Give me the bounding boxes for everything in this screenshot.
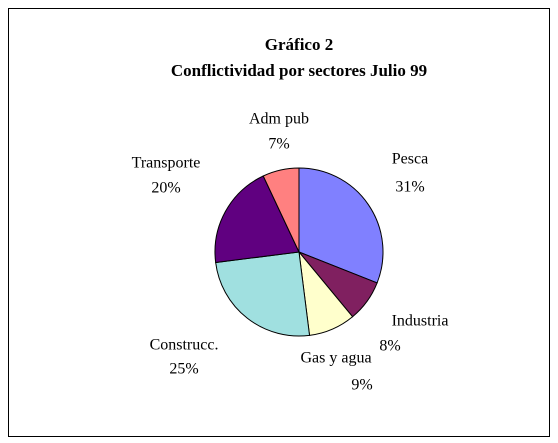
slice-label: Transporte	[132, 155, 201, 172]
slice-label: Adm pub	[249, 111, 309, 128]
pie-slice	[215, 251, 311, 337]
slice-label: Construcc.	[150, 337, 219, 354]
slice-value-label: 20%	[151, 180, 180, 197]
pie-slice	[298, 167, 384, 284]
slice-label: Industria	[392, 313, 449, 330]
chart-title: Gráfico 2	[265, 35, 333, 54]
pie-slice	[214, 175, 300, 264]
slice-value-label: 9%	[351, 377, 372, 394]
slice-value-label: 8%	[379, 338, 400, 355]
slice-label: Gas y agua	[300, 350, 371, 367]
slice-value-label: 25%	[169, 361, 198, 378]
chart-subtitle: Conflictividad por sectores Julio 99	[171, 61, 427, 80]
slice-label: Pesca	[392, 151, 428, 168]
pie-slice	[262, 167, 300, 253]
slice-value-label: 31%	[395, 179, 424, 196]
slice-value-label: 7%	[268, 136, 289, 153]
